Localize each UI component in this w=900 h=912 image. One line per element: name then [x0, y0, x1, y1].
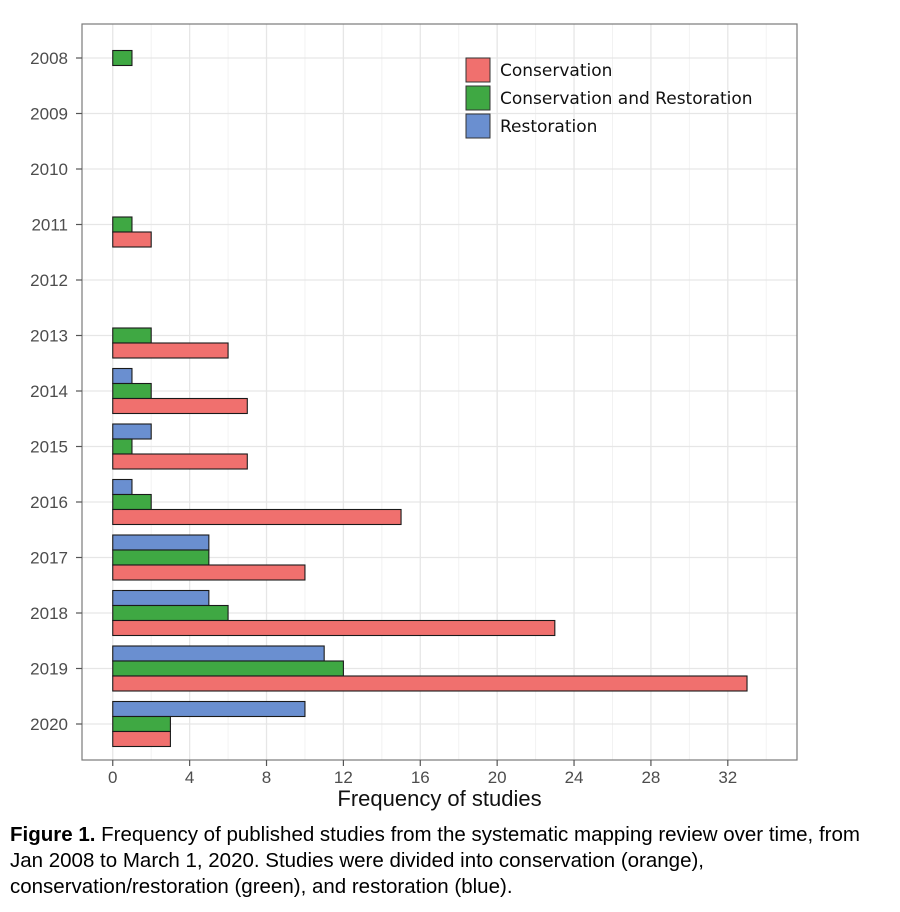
- bar-conservation-and-restoration-2008: [112, 49, 133, 67]
- caption-label: Figure 1.: [10, 823, 96, 846]
- caption-text: Frequency of published studies from the …: [10, 823, 860, 898]
- bar-conservation-and-restoration-2018: [112, 604, 229, 622]
- bar-conservation-and-restoration-2020: [112, 715, 171, 733]
- y-tick-label: 2008: [30, 49, 68, 68]
- bar-conservation-2013: [112, 342, 229, 359]
- x-tick-label: 28: [641, 768, 660, 787]
- bar-restoration-2019: [112, 645, 325, 662]
- x-tick-label: 20: [488, 768, 507, 787]
- x-tick-label: 0: [108, 768, 117, 787]
- bar-conservation-and-restoration-2019: [112, 660, 344, 677]
- legend-label: Conservation: [500, 61, 612, 81]
- bar-conservation-and-restoration-2011: [112, 216, 133, 233]
- bar-restoration-2014: [112, 367, 133, 385]
- bar-conservation-and-restoration-2014: [112, 382, 152, 400]
- bar-conservation-2015: [112, 453, 248, 470]
- y-tick-label: 2011: [31, 216, 68, 235]
- plot-panel: [82, 24, 797, 760]
- x-tick-label: 24: [565, 768, 584, 787]
- y-tick-label: 2010: [30, 160, 68, 179]
- bar-conservation-2017: [112, 564, 306, 581]
- x-axis: 0 4 8 12 16 20 24 28 32: [108, 760, 737, 787]
- bars: [112, 49, 748, 748]
- y-tick-label: 2017: [30, 549, 68, 568]
- bar-conservation-and-restoration-2013: [112, 327, 152, 344]
- bar-restoration-2016: [112, 478, 133, 496]
- x-tick-label: 4: [185, 768, 194, 787]
- y-tick-label: 2019: [30, 660, 68, 679]
- bar-restoration-2018: [112, 589, 210, 607]
- legend-label: Restoration: [500, 117, 597, 137]
- y-tick-label: 2020: [30, 715, 68, 734]
- legend-swatch-restoration: [465, 113, 491, 139]
- x-tick-label: 32: [718, 768, 737, 787]
- figure-caption: Figure 1. Frequency of published studies…: [10, 822, 895, 900]
- bar-conservation-and-restoration-2015: [112, 438, 133, 455]
- bar-chart: 2008200920102011201220132014201520162017…: [30, 23, 798, 811]
- bar-restoration-2017: [112, 534, 210, 551]
- bar-conservation-and-restoration-2016: [112, 493, 152, 511]
- y-tick-label: 2009: [30, 105, 68, 124]
- x-axis-label: Frequency of studies: [337, 786, 541, 811]
- plot-border: [81, 23, 798, 761]
- legend: Conservation Conservation and Restoration…: [465, 57, 753, 139]
- x-tick-label: 8: [262, 768, 271, 787]
- legend-swatch-conservation: [465, 57, 491, 83]
- y-tick-label: 2013: [30, 327, 68, 346]
- bar-conservation-2019: [112, 675, 748, 692]
- y-tick-label: 2016: [30, 493, 68, 512]
- x-tick-label: 16: [411, 768, 430, 787]
- bar-conservation-2014: [112, 397, 248, 415]
- bar-conservation-2018: [112, 619, 556, 637]
- x-tick-label: 12: [334, 768, 353, 787]
- legend-label: Conservation and Restoration: [500, 89, 753, 109]
- y-tick-label: 2012: [30, 271, 68, 290]
- y-tick-label: 2018: [30, 604, 68, 623]
- legend-swatch-conservation-and-restoration: [465, 85, 491, 111]
- bar-restoration-2015: [112, 423, 152, 440]
- bar-restoration-2020: [112, 700, 306, 718]
- bar-conservation-2011: [112, 231, 152, 248]
- bar-conservation-and-restoration-2017: [112, 549, 210, 566]
- y-tick-label: 2014: [30, 382, 68, 401]
- y-axis: 2008 2009 2010 2011 2012 2013 2014 2015 2016 2017…: [30, 49, 82, 734]
- y-tick-label: 2015: [30, 438, 68, 457]
- bar-conservation-2020: [112, 730, 171, 748]
- bar-conservation-2016: [112, 508, 402, 526]
